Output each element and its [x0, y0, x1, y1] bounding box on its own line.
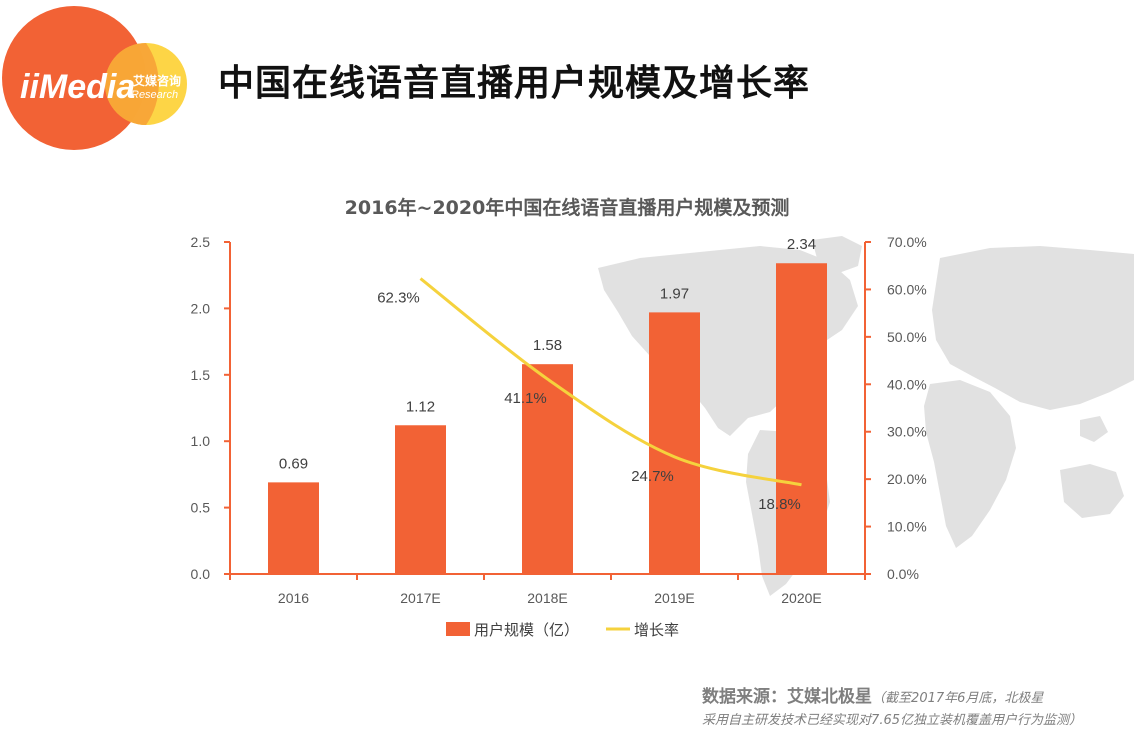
y-left-tick-label: 0.5	[191, 500, 211, 516]
bar-value-label: 1.97	[660, 285, 689, 302]
growth-rate-label: 41.1%	[504, 390, 547, 407]
svg-text:艾媒咨询: 艾媒咨询	[133, 73, 181, 88]
y-right-tick-label: 0.0%	[887, 566, 919, 582]
iimedia-logo: iiMedia 艾媒咨询 Research	[0, 0, 200, 160]
bar-value-label: 2.34	[787, 236, 816, 253]
source-label: 数据来源：艾媒北极星	[702, 687, 873, 707]
y-left-tick-label: 2.0	[191, 300, 211, 316]
y-right-tick-label: 30.0%	[887, 424, 927, 440]
growth-rate-label: 18.8%	[758, 496, 801, 513]
bar-user-scale	[776, 263, 827, 574]
bar-value-label: 1.58	[533, 337, 562, 354]
chart-title: 2016年~2020年中国在线语音直播用户规模及预测	[344, 197, 790, 219]
y-right-tick-label: 60.0%	[887, 281, 927, 297]
bar-value-label: 1.12	[406, 398, 435, 415]
growth-rate-line	[419, 277, 802, 487]
page-title: 中国在线语音直播用户规模及增长率	[218, 63, 811, 104]
chart-area: 0.0 0.5 1.0 1.5 2.0 2.5 0.0% 10.0% 20.0% 30.0% 40.…	[0, 180, 1134, 650]
bar-value-label: 0.69	[279, 455, 308, 472]
bar-user-scale	[649, 312, 700, 574]
x-tick-label: 2019E	[654, 590, 694, 606]
chart-svg: 0.0 0.5 1.0 1.5 2.0 2.5 0.0% 10.0% 20.0% 30.0% 40.…	[191, 234, 1134, 639]
x-tick-label: 2020E	[781, 590, 821, 606]
y-left-tick-label: 0.0	[191, 566, 211, 582]
x-tick-label: 2018E	[527, 590, 567, 606]
bar-user-scale	[395, 425, 446, 574]
source-note: （截至2017年6月底，北极星	[872, 691, 1044, 706]
legend-label-bar: 用户规模（亿）	[474, 621, 579, 639]
y-right-tick-label: 20.0%	[887, 471, 927, 487]
y-right-tick-label: 50.0%	[887, 329, 927, 345]
legend-label-line: 增长率	[634, 621, 679, 639]
y-left-tick-label: 1.5	[191, 367, 211, 383]
y-left-tick-label: 2.5	[191, 234, 211, 250]
data-source: 数据来源：艾媒北极星（截至2017年6月底，北极星 采用自主研发技术已经实现对7…	[702, 682, 1082, 728]
svg-text:iiMedia: iiMedia	[20, 68, 135, 106]
growth-rate-label: 24.7%	[631, 468, 674, 485]
source-note-2: 采用自主研发技术已经实现对7.65亿独立装机覆盖用户行为监测）	[702, 713, 1082, 728]
y-right-tick-label: 70.0%	[887, 234, 927, 250]
y-right-tick-label: 40.0%	[887, 376, 927, 392]
y-right-tick-label: 10.0%	[887, 519, 927, 535]
x-tick-label: 2016	[278, 590, 309, 606]
legend-swatch-bar	[446, 622, 470, 636]
x-tick-label: 2017E	[400, 590, 440, 606]
y-left-tick-label: 1.0	[191, 433, 211, 449]
growth-rate-label: 62.3%	[377, 290, 420, 307]
bar-user-scale	[268, 482, 319, 574]
svg-text:Research: Research	[131, 89, 178, 101]
bar-user-scale	[522, 364, 573, 574]
